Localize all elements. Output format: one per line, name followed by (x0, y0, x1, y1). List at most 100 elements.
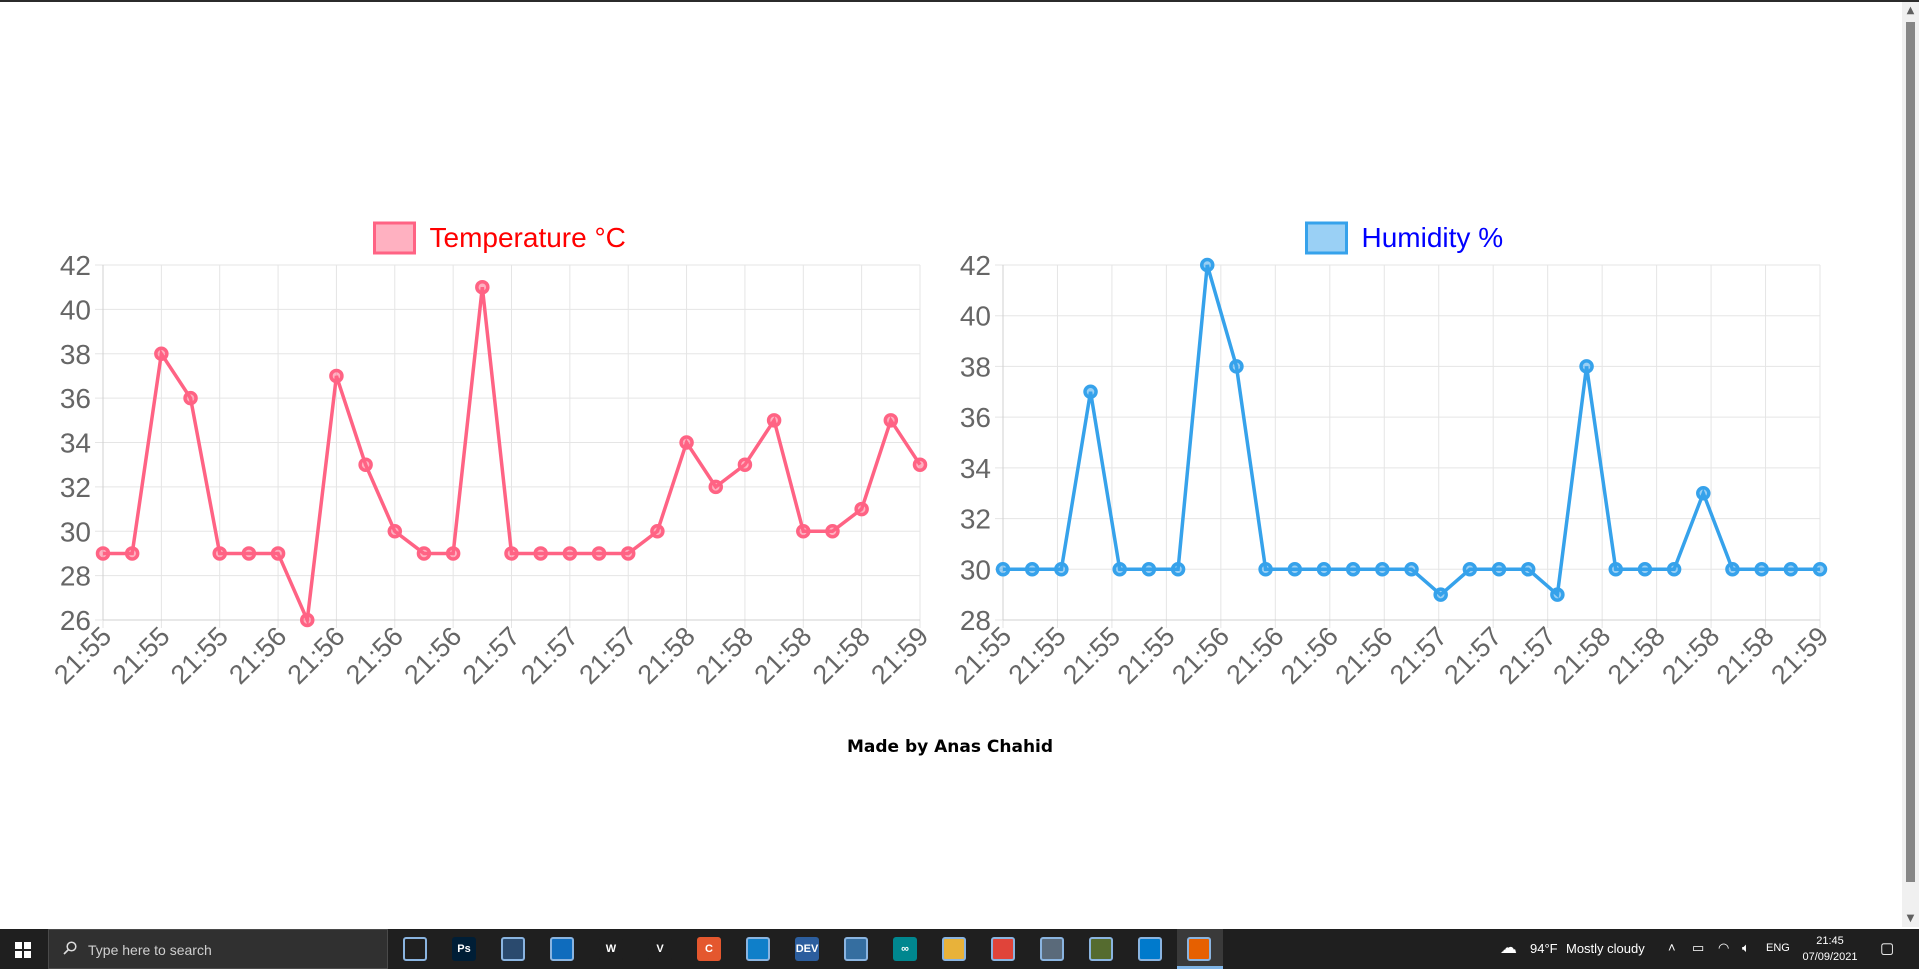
start-button[interactable] (0, 929, 46, 969)
data-point[interactable] (1083, 384, 1098, 400)
data-point[interactable] (1520, 562, 1536, 577)
x-tick-label: 21:56 (1330, 621, 1399, 690)
data-point[interactable] (183, 390, 198, 406)
data-point[interactable] (1258, 562, 1273, 577)
vertical-scrollbar[interactable]: ▲ ▼ (1902, 2, 1919, 927)
data-point[interactable] (358, 457, 373, 472)
file-explorer-icon[interactable] (942, 937, 966, 961)
data-point[interactable] (854, 501, 869, 517)
legend-swatch[interactable] (1305, 221, 1348, 255)
data-point[interactable] (1024, 562, 1040, 577)
volume-icon[interactable]: 🔈︎ (1742, 940, 1750, 955)
mysql-workbench-icon[interactable] (501, 937, 525, 961)
data-point[interactable] (912, 457, 928, 472)
data-point[interactable] (1375, 562, 1390, 577)
data-point[interactable] (387, 524, 403, 539)
scroll-up-arrow-icon[interactable]: ▲ (1906, 5, 1915, 16)
notification-icon[interactable]: ▢ (1880, 940, 1895, 957)
task-view-icon[interactable] (403, 937, 427, 961)
data-point[interactable] (1054, 562, 1069, 577)
data-point[interactable] (766, 413, 782, 428)
data-point[interactable] (1666, 562, 1682, 577)
mail-icon[interactable] (550, 937, 574, 961)
y-tick-label: 30 (60, 516, 91, 547)
data-point[interactable] (533, 546, 548, 561)
legend-label[interactable]: Temperature °C (430, 222, 626, 253)
data-point[interactable] (1112, 562, 1127, 577)
data-point[interactable] (1287, 562, 1303, 577)
data-point[interactable] (883, 413, 899, 428)
data-point[interactable] (270, 546, 286, 561)
data-point[interactable] (1462, 562, 1478, 577)
camtasia-icon[interactable]: C (697, 937, 721, 961)
firefox-icon[interactable] (1187, 937, 1211, 961)
language-indicator[interactable]: ENG (1766, 942, 1790, 954)
data-point[interactable] (1579, 359, 1594, 374)
data-point[interactable] (95, 546, 111, 561)
data-point[interactable] (445, 546, 461, 561)
data-point[interactable] (591, 546, 607, 561)
data-point[interactable] (1316, 562, 1332, 577)
weather-temp[interactable]: 94°F (1530, 941, 1558, 956)
data-point[interactable] (1170, 562, 1186, 577)
edge-icon[interactable] (746, 937, 770, 961)
v-app-icon[interactable]: V (648, 937, 672, 961)
data-point[interactable] (1404, 562, 1419, 577)
tray-chevron-icon[interactable]: ˄ (1668, 940, 1676, 955)
paint-icon[interactable] (1040, 937, 1064, 961)
data-point[interactable] (1491, 562, 1507, 577)
wifi-icon[interactable]: ◠ (1718, 940, 1730, 955)
data-point[interactable] (562, 546, 578, 561)
legend-swatch[interactable] (373, 221, 416, 255)
legend-label[interactable]: Humidity % (1362, 222, 1504, 253)
data-point[interactable] (708, 479, 723, 495)
weather-cloud-icon[interactable]: ☁ (1500, 938, 1517, 957)
vscode-icon[interactable] (1138, 937, 1162, 961)
data-point[interactable] (1637, 562, 1653, 577)
y-tick-label: 32 (960, 504, 991, 535)
data-point[interactable] (212, 546, 227, 561)
data-point[interactable] (1754, 562, 1769, 577)
data-point[interactable] (1783, 562, 1799, 577)
taskbar-clock[interactable]: 21:45 07/09/2021 (1800, 933, 1860, 965)
data-point[interactable] (1812, 562, 1828, 577)
data-point[interactable] (1345, 562, 1361, 577)
data-point[interactable] (995, 562, 1011, 577)
sketch-icon[interactable] (1089, 937, 1113, 961)
taskbar-search-box[interactable]: Type here to search (48, 929, 388, 969)
x-tick-label: 21:55 (1057, 621, 1126, 690)
data-point[interactable] (416, 546, 432, 561)
data-point[interactable] (650, 524, 665, 539)
data-point[interactable] (1200, 257, 1215, 273)
chrome-icon[interactable] (991, 937, 1015, 961)
devcpp-icon[interactable]: DEV (795, 937, 819, 961)
scroll-down-arrow-icon[interactable]: ▼ (1906, 913, 1915, 924)
data-point[interactable] (825, 524, 840, 539)
data-point[interactable] (124, 546, 140, 561)
scrollbar-thumb[interactable] (1906, 22, 1915, 882)
data-point[interactable] (1608, 562, 1623, 577)
data-point[interactable] (329, 368, 344, 384)
data-point[interactable] (241, 546, 257, 561)
data-point[interactable] (300, 612, 315, 628)
data-point[interactable] (1433, 587, 1448, 602)
data-point[interactable] (504, 546, 519, 561)
photoshop-icon[interactable]: Ps (452, 937, 476, 961)
data-point[interactable] (620, 546, 636, 561)
x-tick-label: 21:57 (1384, 621, 1453, 690)
data-point[interactable] (1141, 562, 1157, 577)
data-point[interactable] (1696, 485, 1711, 501)
data-point[interactable] (1550, 587, 1565, 602)
python-icon[interactable] (844, 937, 868, 961)
data-point[interactable] (796, 524, 811, 539)
data-point[interactable] (1229, 359, 1244, 374)
data-point[interactable] (1725, 562, 1740, 577)
data-point[interactable] (154, 346, 169, 361)
waves-icon[interactable]: W (599, 937, 623, 961)
arduino-icon[interactable]: ∞ (893, 937, 917, 961)
data-point[interactable] (679, 435, 694, 450)
data-point[interactable] (737, 457, 753, 472)
battery-icon[interactable]: ▭ (1692, 940, 1705, 955)
weather-condition[interactable]: Mostly cloudy (1566, 941, 1645, 956)
data-point[interactable] (475, 279, 490, 295)
